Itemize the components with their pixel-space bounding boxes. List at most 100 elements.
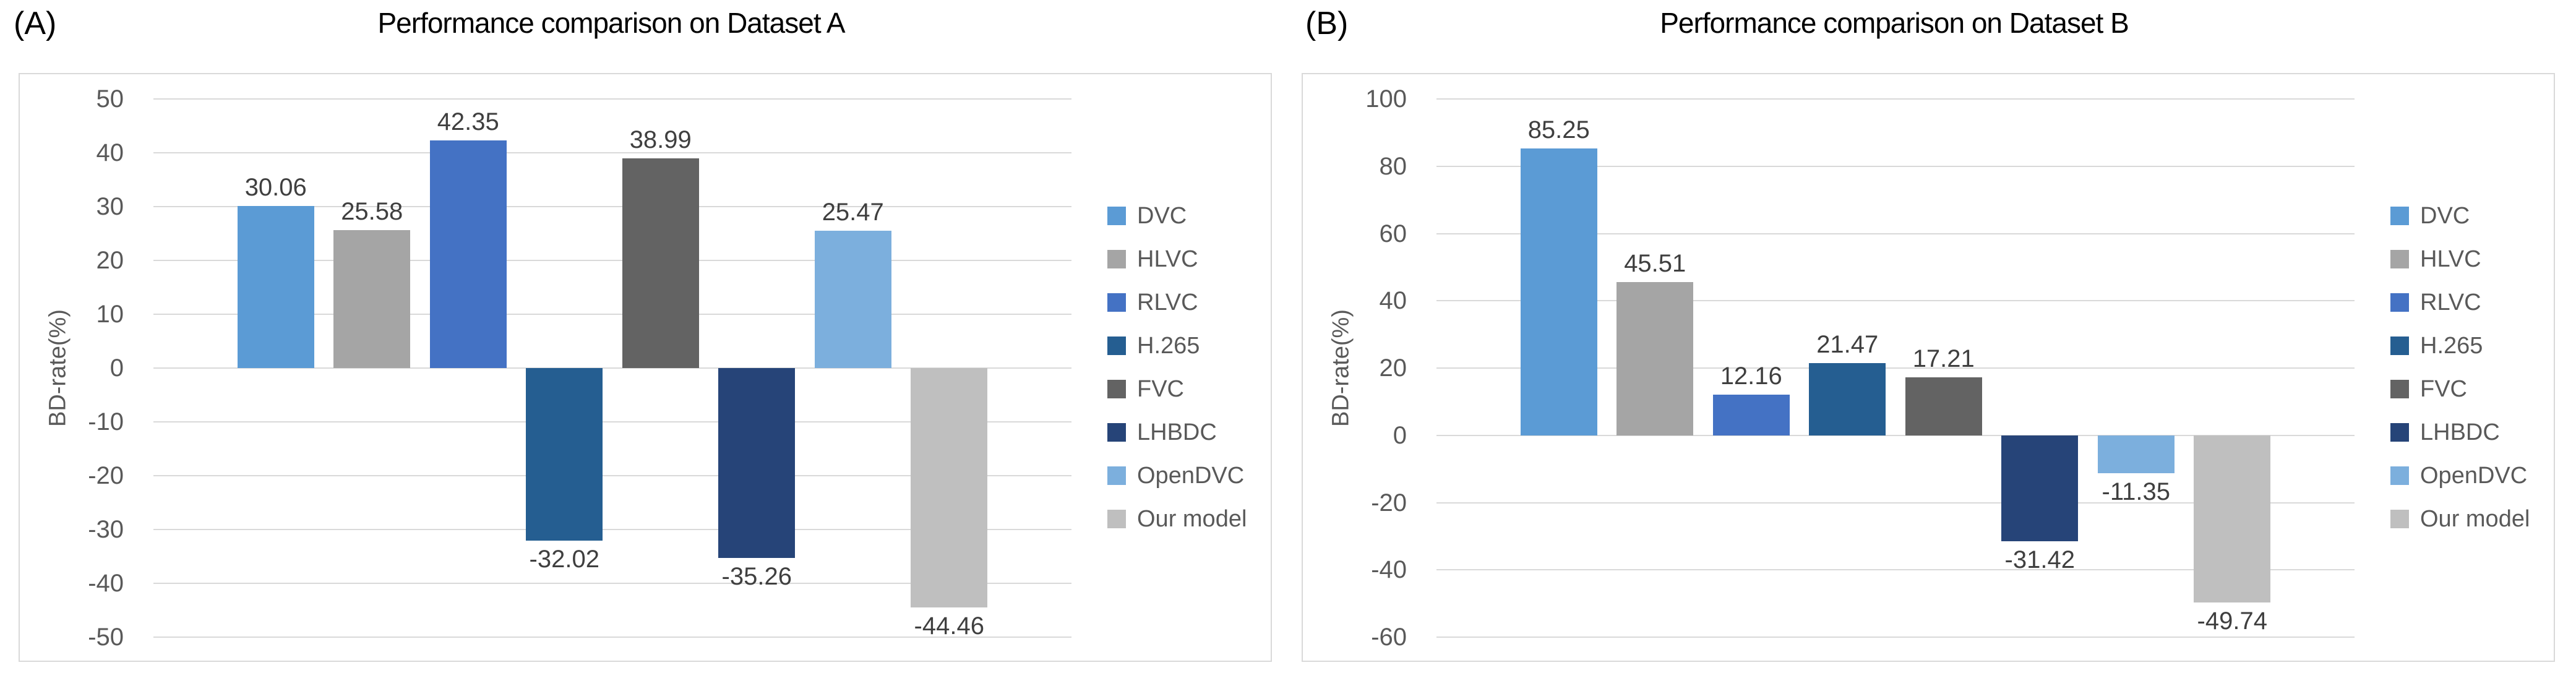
y-tick-label: 20: [1379, 354, 1407, 382]
bar-fvc: [622, 158, 699, 368]
legend-swatch-icon: [2390, 337, 2409, 355]
legend-swatch-icon: [1107, 466, 1126, 485]
legend-item-hlvc: HLVC: [1107, 238, 1268, 281]
bar-our-model: [2194, 435, 2271, 603]
bar-rlvc: [429, 140, 507, 368]
legend-item-rlvc: RLVC: [1107, 281, 1268, 324]
bar-value-label: 30.06: [244, 174, 307, 202]
gridline: [1436, 434, 2355, 436]
bar-value-label: -31.42: [2004, 546, 2075, 573]
chart-box-b: BD-rate(%) 100 80 60 40 20 0 -20 -40 -60 85.25 45.…: [1302, 73, 2555, 662]
bar-dvc: [1520, 148, 1597, 435]
legend-item-fvc: FVC: [1107, 367, 1268, 411]
bar-value-label: -44.46: [914, 612, 984, 640]
legend-swatch-icon: [1107, 510, 1126, 528]
legend-label: FVC: [2420, 375, 2467, 402]
gridline: [153, 637, 1071, 638]
legend-label: HLVC: [2420, 246, 2481, 272]
y-tick-label: 20: [96, 247, 124, 274]
y-tick-label: -50: [88, 624, 124, 651]
y-tick-label: 30: [96, 193, 124, 220]
gridline: [1436, 98, 2355, 100]
bar-h-265: [1809, 363, 1886, 435]
gridline: [1436, 165, 2355, 167]
plot-area: 50 40 30 20 10 0 -10 -20 -30 -40 -50 30.06 25.58 42.3…: [20, 74, 1271, 661]
legend-item-dvc: DVC: [1107, 194, 1268, 238]
legend-label: HLVC: [1137, 246, 1198, 272]
gridline: [153, 529, 1071, 530]
gridline: [1436, 569, 2355, 571]
y-tick-label: 40: [1379, 287, 1407, 315]
bar-value-label: 85.25: [1527, 116, 1590, 144]
y-tick-label: 80: [1379, 152, 1407, 180]
legend-label: Our model: [1137, 505, 1247, 532]
bar-lhbdc: [2001, 435, 2079, 541]
gridline: [153, 260, 1071, 261]
gridline: [153, 367, 1071, 369]
legend-swatch-icon: [1107, 207, 1126, 225]
legend-swatch-icon: [2390, 293, 2409, 312]
bar-value-label: 45.51: [1624, 250, 1686, 278]
y-tick-label: -40: [88, 570, 124, 597]
bar-value-label: -35.26: [721, 562, 792, 590]
chart-title-b: Performance comparison on Dataset B: [1660, 7, 2129, 39]
legend-item-rlvc: RLVC: [2390, 281, 2551, 324]
chart-title-a: Performance comparison on Dataset A: [377, 7, 845, 39]
panel-label-a: (A): [14, 6, 57, 41]
legend-swatch-icon: [2390, 207, 2409, 225]
legend-swatch-icon: [1107, 337, 1126, 355]
bar-rlvc: [1712, 394, 1790, 435]
panel-label-b: (B): [1305, 6, 1349, 41]
legend-swatch-icon: [1107, 250, 1126, 268]
y-tick-label: 10: [96, 301, 124, 328]
legend-item-fvc: FVC: [2390, 367, 2551, 411]
bar-dvc: [237, 206, 314, 368]
legend-label: LHBDC: [2420, 419, 2500, 445]
y-tick-label: 0: [109, 354, 124, 382]
gridline: [153, 475, 1071, 476]
gridline: [153, 583, 1071, 584]
y-tick-label: 60: [1379, 220, 1407, 247]
y-tick-label: 0: [1393, 421, 1407, 449]
legend-swatch-icon: [2390, 423, 2409, 442]
gridline: [1436, 637, 2355, 638]
legend-item-lhbdc: LHBDC: [2390, 411, 2551, 454]
legend-swatch-icon: [2390, 250, 2409, 268]
bar-value-label: 38.99: [629, 126, 692, 153]
y-tick-label: -20: [1371, 489, 1407, 517]
bar-value-label: 25.58: [341, 198, 403, 226]
y-tick-label: 40: [96, 139, 124, 166]
bar-h-265: [526, 368, 603, 541]
legend-swatch-icon: [1107, 423, 1126, 442]
legend-label: H.265: [1137, 332, 1200, 359]
legend-item-lhbdc: LHBDC: [1107, 411, 1268, 454]
bar-value-label: 21.47: [1816, 331, 1879, 358]
bar-lhbdc: [718, 368, 796, 558]
gridline: [153, 98, 1071, 100]
legend-item-our-model: Our model: [2390, 497, 2551, 541]
bar-hlvc: [333, 230, 411, 368]
legend-label: RLVC: [2420, 289, 2481, 315]
bar-hlvc: [1616, 282, 1694, 435]
gridline: [153, 314, 1071, 315]
legend-item-hlvc: HLVC: [2390, 238, 2551, 281]
gridline: [153, 421, 1071, 422]
plot-area: 100 80 60 40 20 0 -20 -40 -60 85.25 45.51 12.16 21.4…: [1303, 74, 2554, 661]
legend-item-dvc: DVC: [2390, 194, 2551, 238]
legend-swatch-icon: [2390, 380, 2409, 398]
legend: DVC HLVC RLVC H.265 FVC LHBDC OpenDVC Our model: [1107, 194, 1268, 541]
gridline: [1436, 502, 2355, 504]
y-tick-label: 100: [1365, 85, 1407, 113]
legend-item-opendvc: OpenDVC: [1107, 454, 1268, 497]
legend-label: OpenDVC: [2420, 462, 2528, 489]
legend-swatch-icon: [2390, 466, 2409, 485]
y-tick-label: -40: [1371, 556, 1407, 584]
bar-opendvc: [814, 231, 891, 368]
legend-label: LHBDC: [1137, 419, 1217, 445]
y-tick-label: 50: [96, 85, 124, 113]
legend-item-h-265: H.265: [2390, 324, 2551, 367]
bar-opendvc: [2097, 435, 2175, 474]
y-tick-label: -30: [88, 516, 124, 543]
y-tick-label: -60: [1371, 624, 1407, 651]
